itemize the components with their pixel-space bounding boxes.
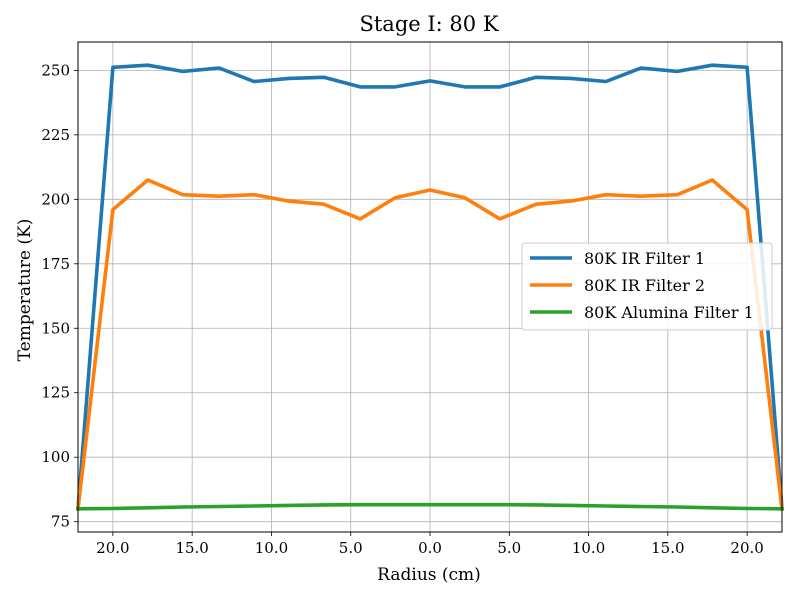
legend-label: 80K IR Filter 2 <box>584 276 705 295</box>
y-tick-label: 100 <box>41 448 70 466</box>
y-tick-label: 75 <box>51 513 70 531</box>
series-line <box>76 63 784 511</box>
legend-label: 80K IR Filter 1 <box>584 249 705 268</box>
x-axis-label: Radius (cm) <box>377 565 481 585</box>
x-tick-label: 15.0 <box>651 539 684 557</box>
series-line <box>76 178 784 511</box>
y-tick-label: 225 <box>41 126 70 144</box>
series-group <box>76 63 784 511</box>
y-axis: 75 100 125 150 175 200 225 250 <box>41 61 78 531</box>
y-tick-label: 200 <box>41 190 70 208</box>
x-axis: 20.0 15.0 10.0 5.0 0.0 5.0 10.0 15.0 20.0 <box>96 532 764 557</box>
legend: 80K IR Filter 1 80K IR Filter 2 80K Alumin… <box>521 242 773 331</box>
y-tick-label: 125 <box>41 384 70 402</box>
y-axis-label: Temperature (K) <box>15 219 35 362</box>
chart-title: Stage I: 80 K <box>359 12 498 36</box>
x-tick-label: 10.0 <box>572 539 605 557</box>
x-tick-label: 0.0 <box>418 539 442 557</box>
x-tick-label: 15.0 <box>175 539 208 557</box>
legend-box <box>521 242 773 331</box>
x-tick-label: 10.0 <box>255 539 288 557</box>
x-tick-label: 5.0 <box>339 539 363 557</box>
legend-label: 80K Alumina Filter 1 <box>584 303 754 322</box>
grid <box>78 42 782 532</box>
series-line <box>76 502 784 511</box>
y-tick-label: 150 <box>41 319 70 337</box>
y-tick-label: 250 <box>41 61 70 79</box>
y-tick-label: 175 <box>41 255 70 273</box>
x-tick-label: 20.0 <box>730 539 763 557</box>
x-tick-label: 5.0 <box>497 539 521 557</box>
x-tick-label: 20.0 <box>96 539 129 557</box>
